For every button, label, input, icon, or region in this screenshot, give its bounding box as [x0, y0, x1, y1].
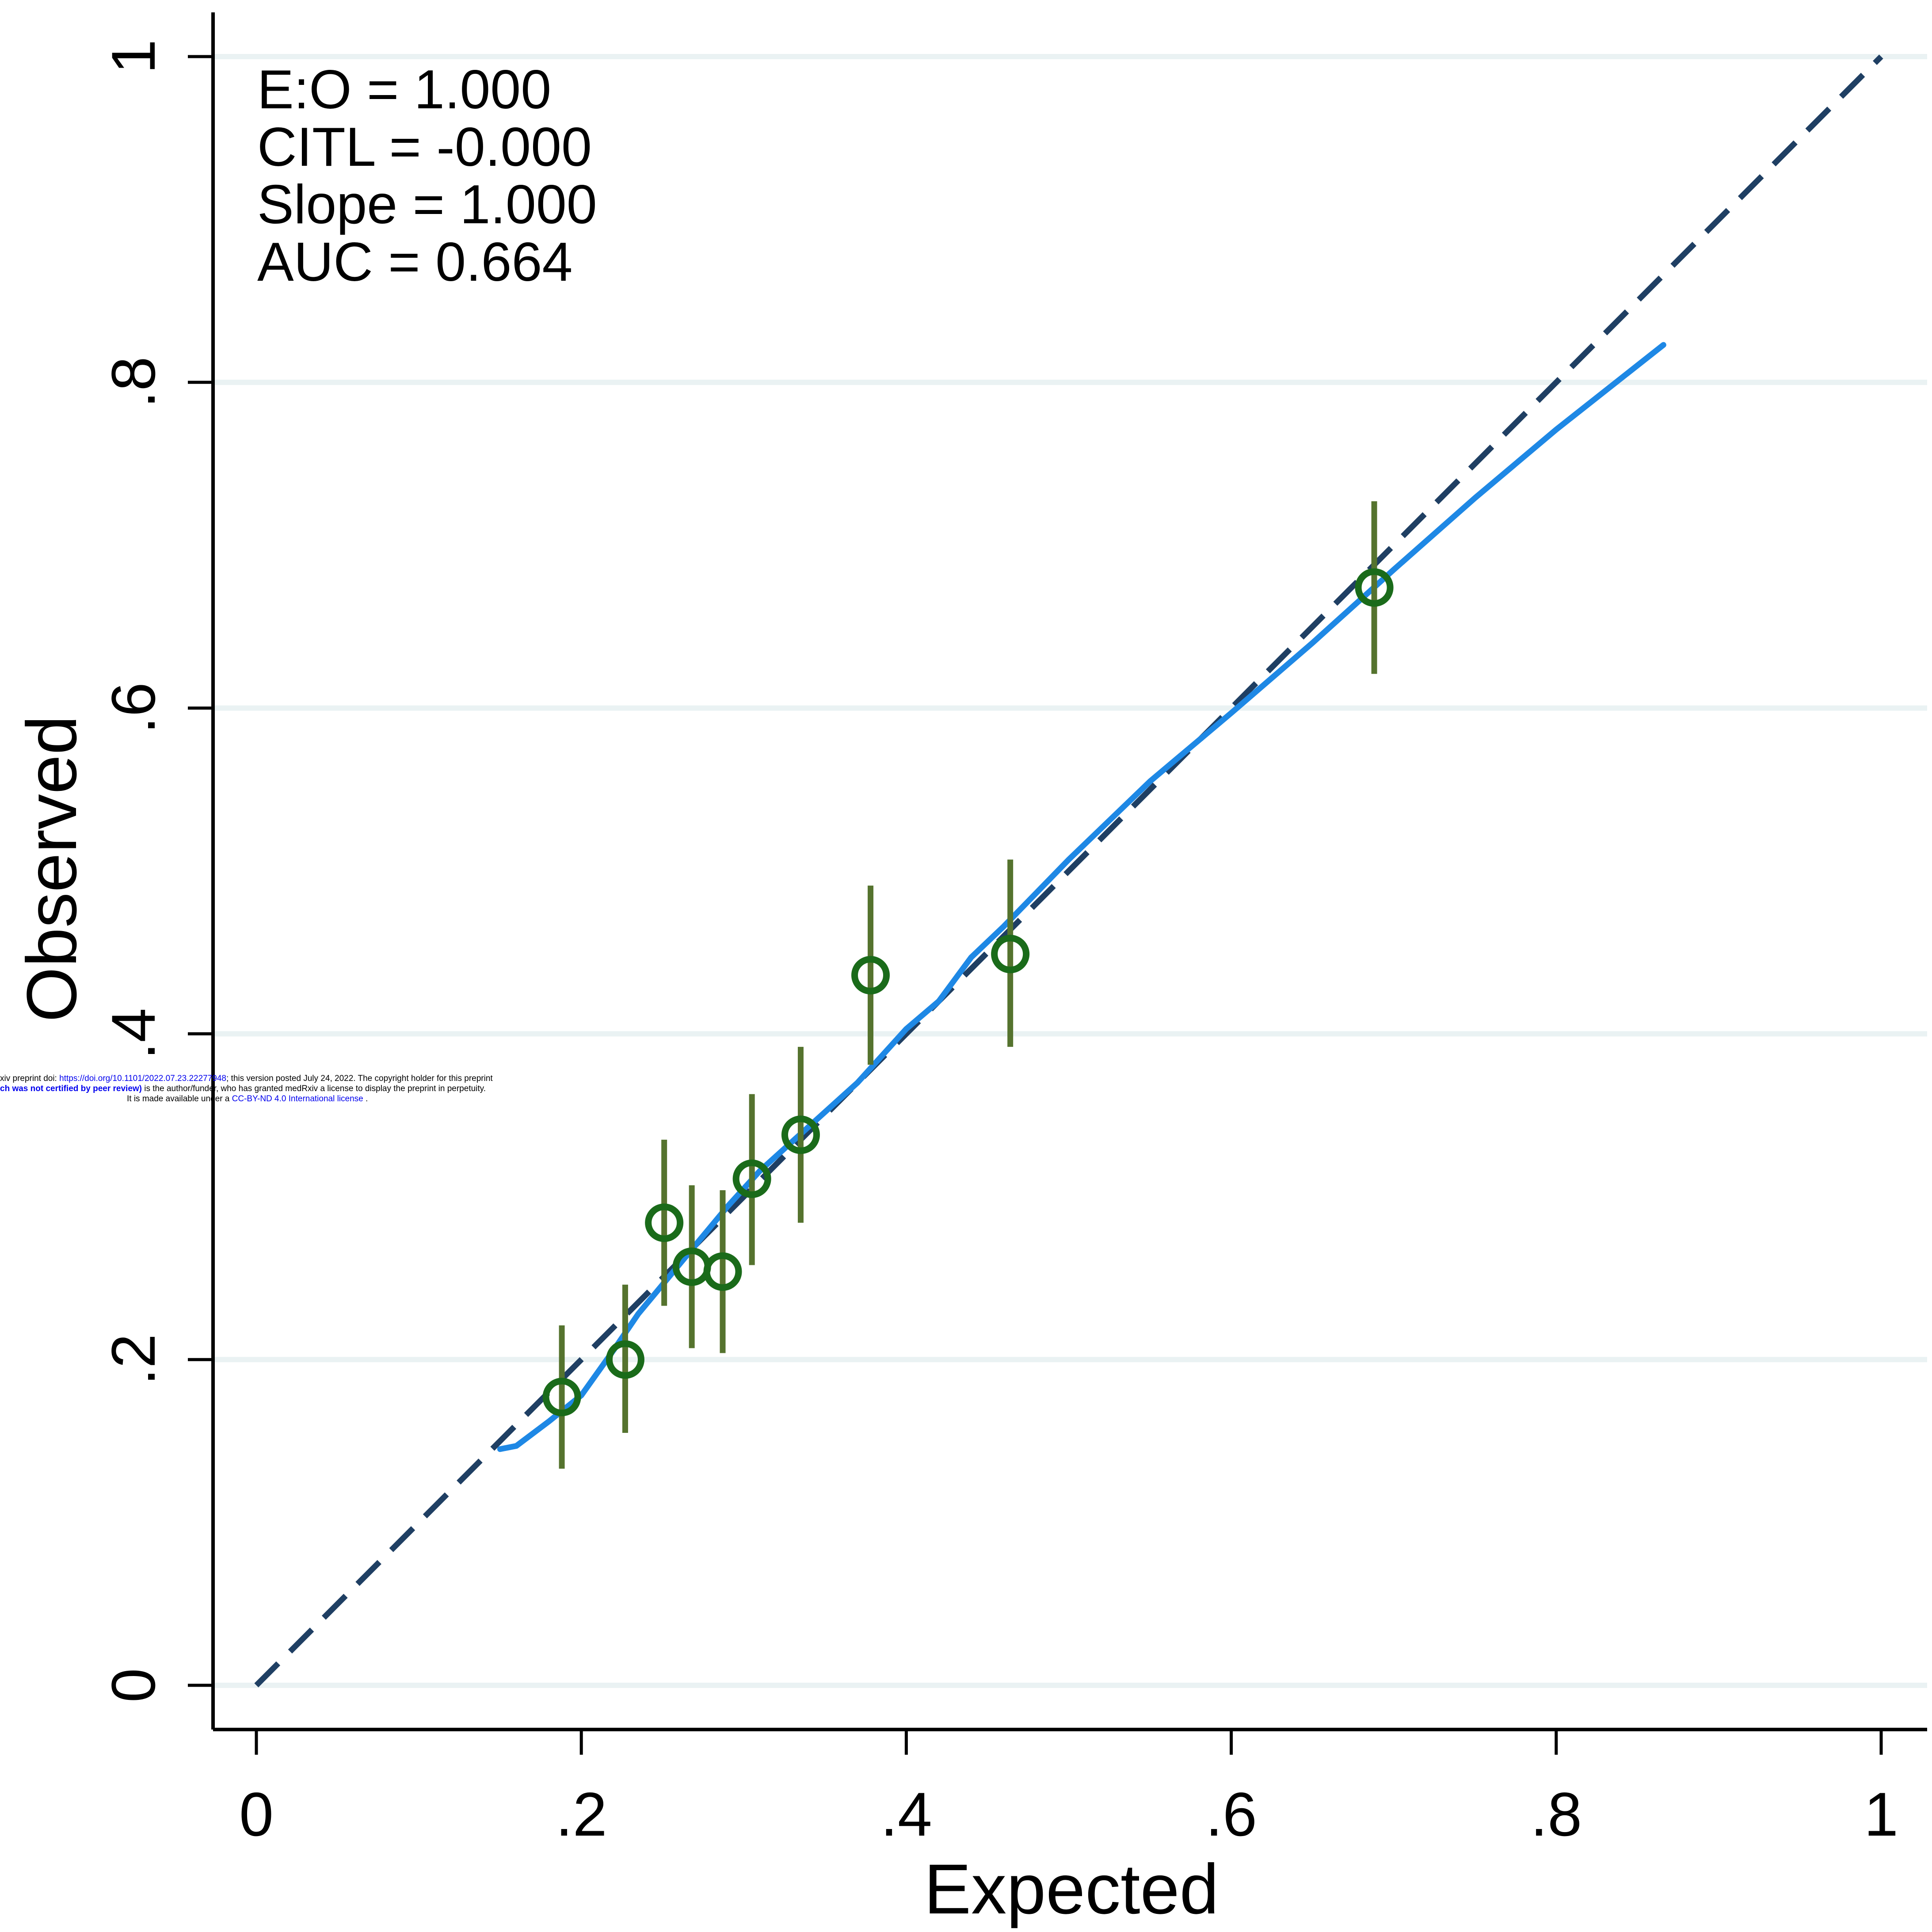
- stat-auc: AUC = 0.664: [257, 232, 572, 293]
- x-tick-label: 1: [1864, 1779, 1898, 1849]
- watermark-doi-suffix: ; this version posted July 24, 2022. The…: [226, 1074, 493, 1083]
- watermark-line-3: It is made available under a CC-BY-ND 4.…: [0, 1094, 575, 1104]
- statistics-box: E:O = 1.000 CITL = -0.000 Slope = 1.000 …: [257, 59, 597, 293]
- x-tick-label: 0: [239, 1779, 274, 1849]
- x-axis-ticks: 0 .2 .4 .6 .8 1: [239, 1730, 1898, 1849]
- grouped-observations: [542, 501, 1394, 1469]
- observed-group-marker: [1355, 568, 1394, 607]
- watermark-line-2: ch was not certified by peer review) is …: [0, 1084, 575, 1094]
- watermark-doi-prefix: xiv preprint doi:: [0, 1074, 60, 1083]
- watermark-license-note: is the author/funder, who has granted me…: [142, 1084, 486, 1093]
- observed-group-marker: [703, 1252, 742, 1291]
- reference-diagonal-line: [254, 54, 1883, 1688]
- stat-slope: Slope = 1.000: [257, 174, 597, 235]
- gridlines: [213, 54, 1927, 1688]
- watermark-peer-review-note: ch was not certified by peer review): [0, 1084, 142, 1093]
- observed-group-marker: [606, 1340, 644, 1379]
- observed-group-marker: [991, 935, 1030, 974]
- preprint-watermark: xiv preprint doi: https://doi.org/10.110…: [0, 1073, 575, 1104]
- watermark-availability-suffix: .: [363, 1094, 368, 1103]
- watermark-doi-link[interactable]: https://doi.org/10.1101/2022.07.23.22277…: [59, 1074, 226, 1083]
- x-axis-title: Expected: [924, 1849, 1219, 1928]
- y-tick-label: 1: [99, 39, 168, 74]
- axes: [211, 12, 1927, 1731]
- y-tick-label: .8: [99, 356, 168, 408]
- watermark-license-link[interactable]: CC-BY-ND 4.0 International license: [232, 1094, 363, 1103]
- watermark-availability-prefix: It is made available under a: [127, 1094, 232, 1103]
- y-tick-label: .4: [99, 1008, 168, 1060]
- x-tick-label: .2: [556, 1779, 607, 1849]
- observed-group-marker: [851, 956, 890, 995]
- observed-group-marker: [542, 1378, 581, 1417]
- observed-group-marker: [732, 1159, 771, 1198]
- y-axis-ticks: 0 .2 .4 .6 .8 1: [99, 39, 213, 1703]
- y-tick-label: 0: [99, 1668, 168, 1703]
- x-tick-label: .6: [1205, 1779, 1257, 1849]
- observed-group-marker: [781, 1115, 820, 1154]
- y-axis-title: Observed: [12, 715, 91, 1022]
- watermark-line-1: xiv preprint doi: https://doi.org/10.110…: [0, 1073, 575, 1084]
- y-tick-label: .2: [99, 1334, 168, 1386]
- observed-group-marker: [645, 1203, 684, 1242]
- x-tick-label: .4: [880, 1779, 932, 1849]
- y-tick-label: .6: [99, 682, 168, 734]
- x-tick-label: .8: [1530, 1779, 1582, 1849]
- stat-eo: E:O = 1.000: [257, 59, 551, 120]
- stat-citl: CITL = -0.000: [257, 117, 592, 178]
